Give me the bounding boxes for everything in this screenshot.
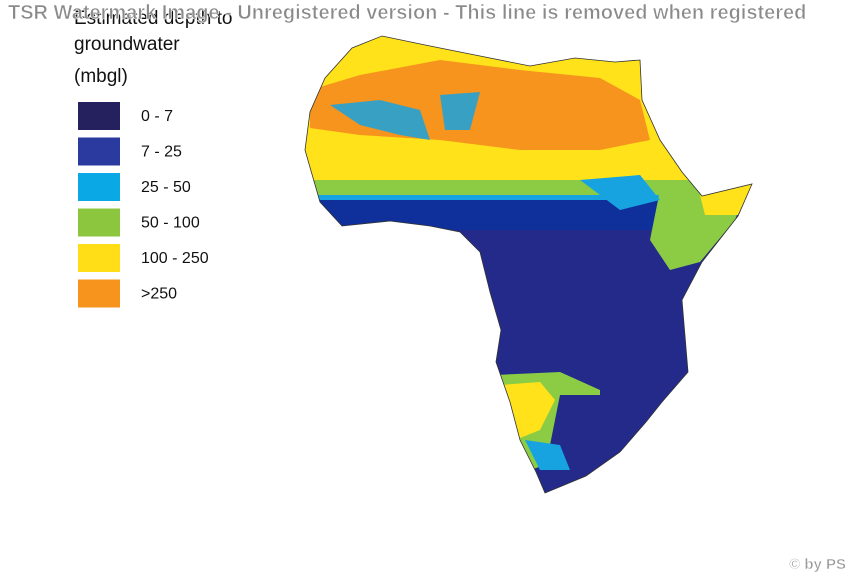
legend-swatch bbox=[78, 279, 120, 308]
legend-swatch bbox=[78, 244, 120, 272]
legend-label: 25 - 50 bbox=[141, 179, 191, 196]
watermark: TSR Watermark Image - Unregistered versi… bbox=[8, 2, 806, 24]
legend-label: 0 - 7 bbox=[141, 108, 173, 125]
legend-title-line: Estimated depth to bbox=[74, 8, 232, 29]
legend-swatch bbox=[78, 208, 120, 237]
credit: © by PS bbox=[789, 556, 846, 573]
legend-swatch bbox=[78, 137, 120, 166]
legend-label: >250 bbox=[141, 286, 177, 303]
legend-swatch bbox=[78, 102, 120, 130]
legend-title-line: groundwater bbox=[74, 34, 180, 55]
legend-label: 50 - 100 bbox=[141, 215, 200, 232]
legend: 0 - 7 7 - 25 25 - 50 50 - 100 100 - 250 >250 bbox=[78, 102, 209, 308]
legend-swatch bbox=[78, 173, 120, 201]
africa-map bbox=[305, 36, 752, 493]
legend-title-line: (mbgl) bbox=[74, 66, 128, 87]
legend-label: 100 - 250 bbox=[141, 250, 209, 267]
legend-label: 7 - 25 bbox=[141, 144, 182, 161]
coastline bbox=[304, 35, 753, 494]
